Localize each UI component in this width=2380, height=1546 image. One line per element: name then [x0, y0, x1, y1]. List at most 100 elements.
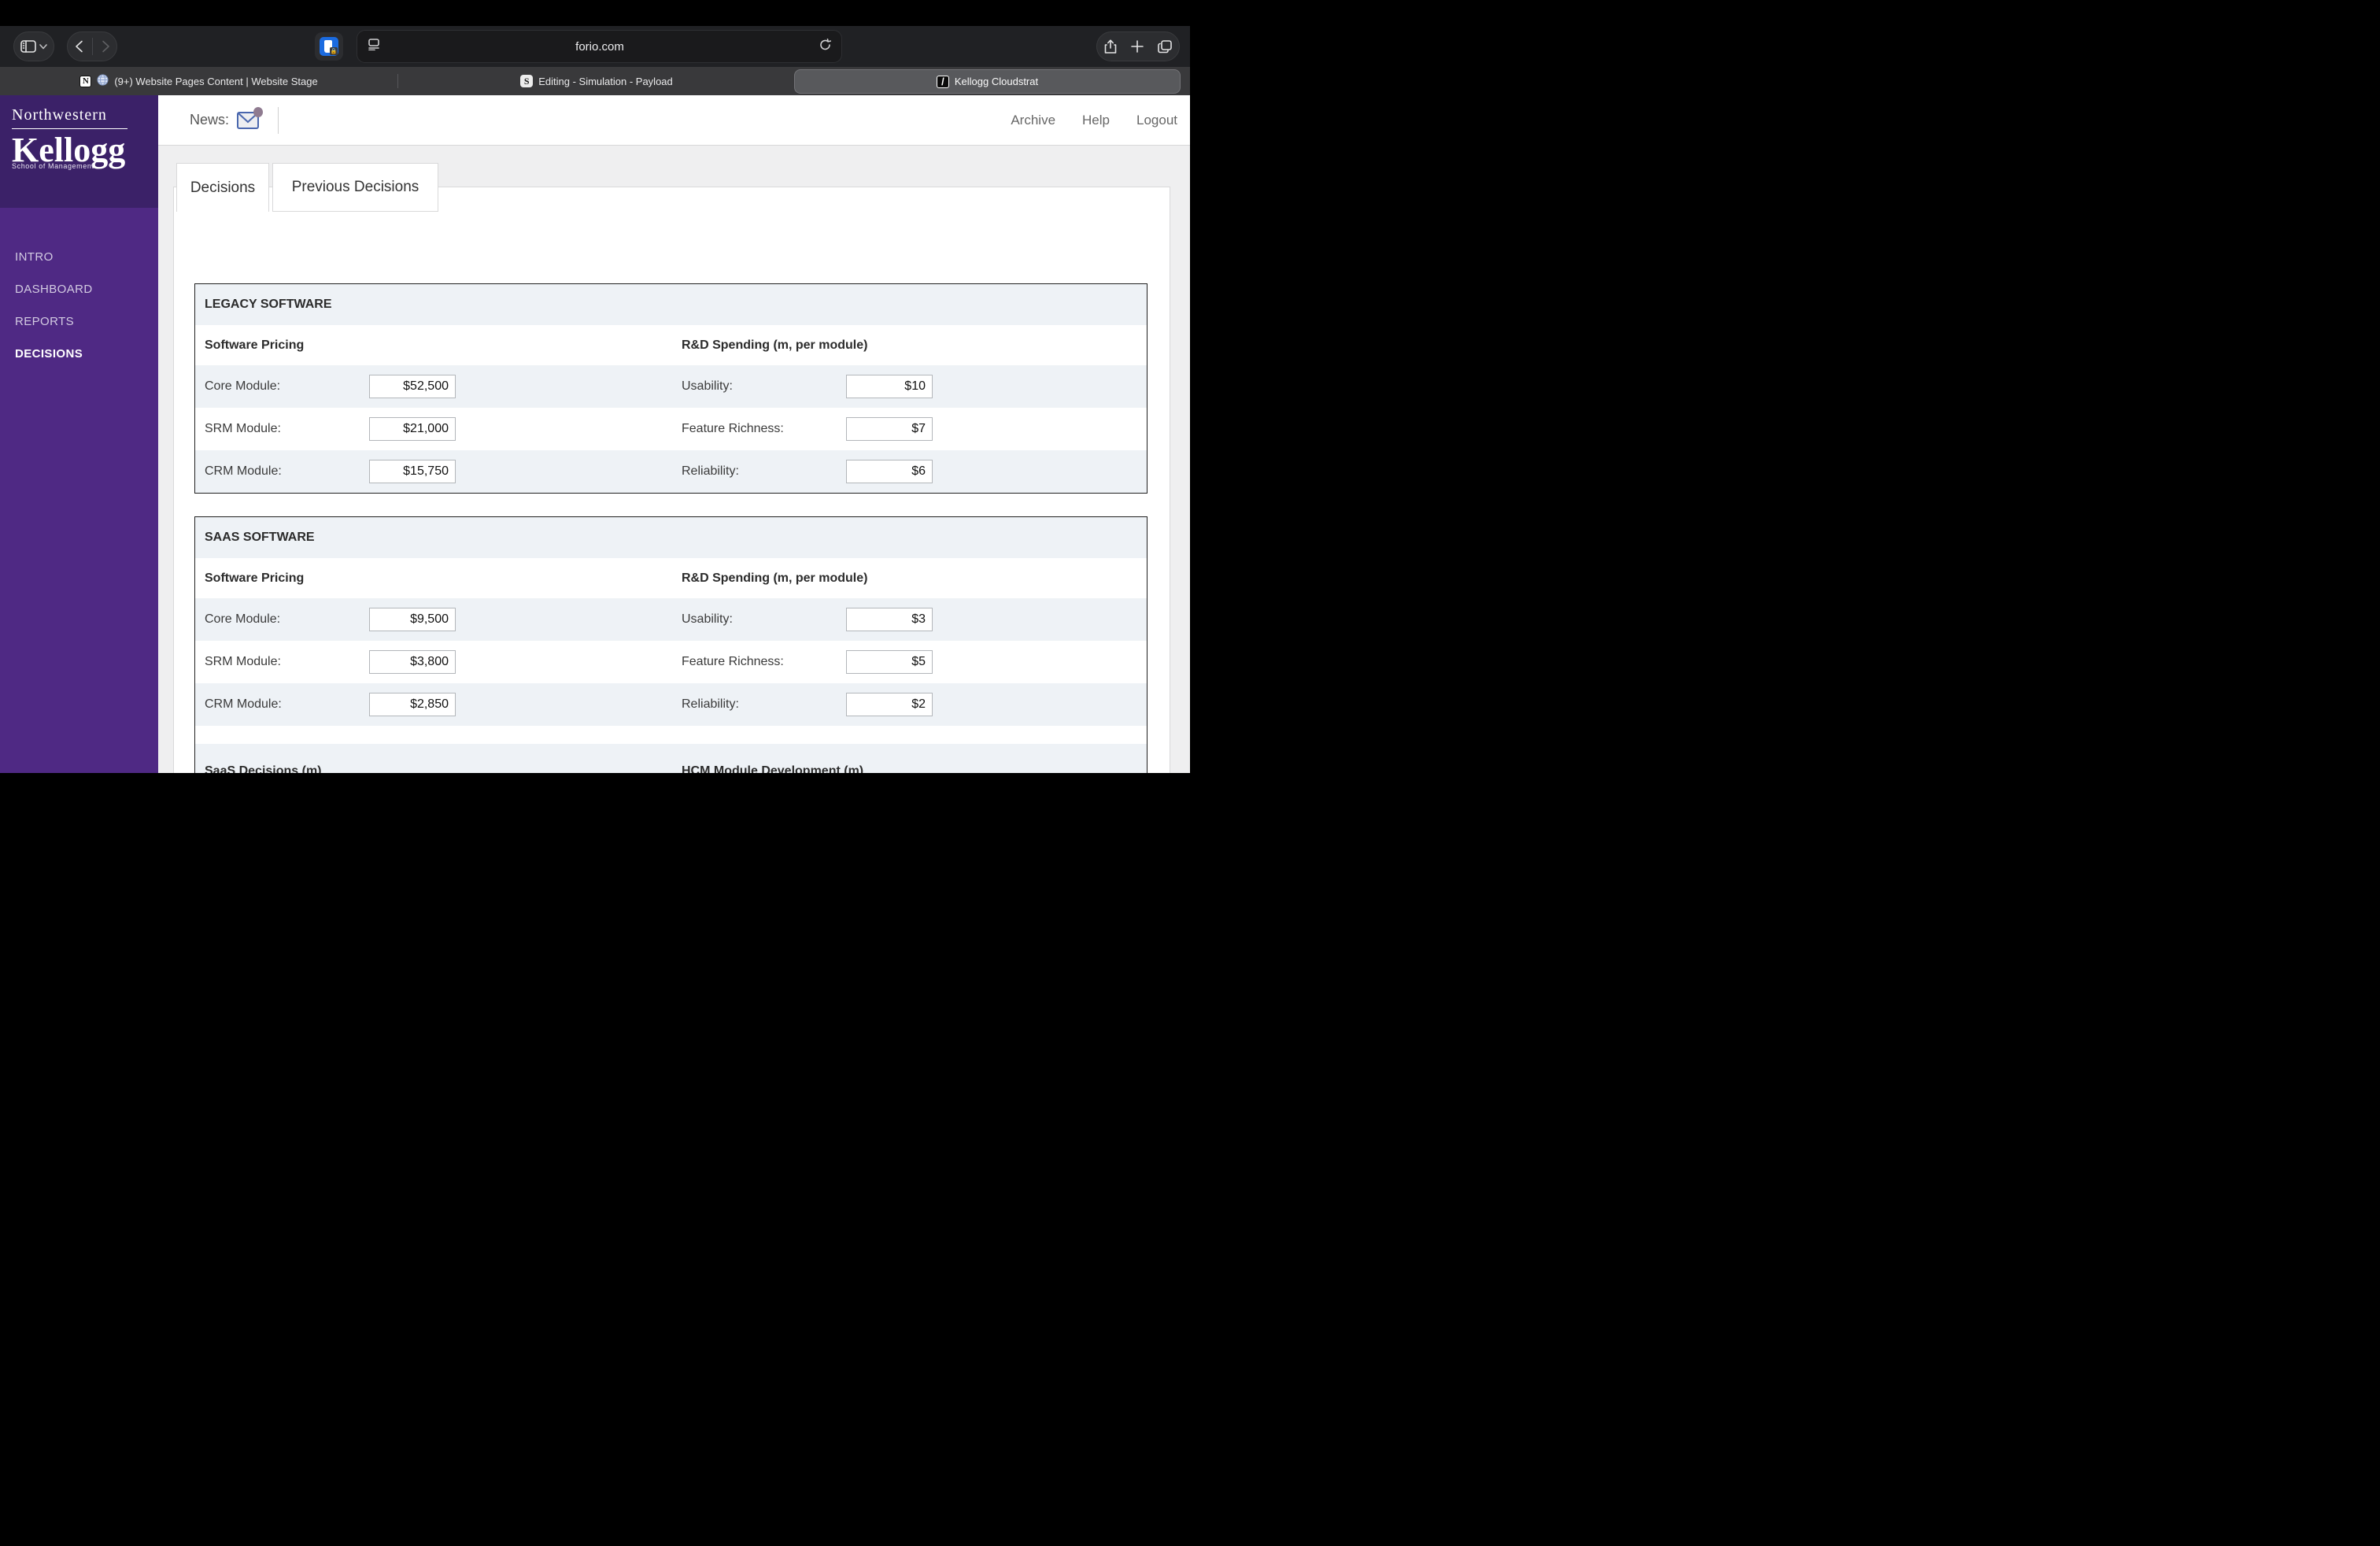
news-unread-badge	[253, 106, 264, 117]
reliability-label: Reliability:	[682, 697, 739, 711]
screen: 🔒 forio.com N	[0, 0, 1190, 773]
legacy-panel-title: LEGACY SOFTWARE	[195, 284, 1147, 325]
browser-tab-2[interactable]: S Editing - Simulation - Payload	[398, 67, 795, 95]
workspace: Decisions Previous Decisions LEGACY SOFT…	[158, 146, 1190, 773]
tab-overview-icon[interactable]	[1158, 39, 1172, 54]
forward-button[interactable]	[98, 40, 114, 53]
news-widget: News:	[190, 106, 264, 129]
saas-core-price-input[interactable]	[369, 608, 456, 631]
browser-tab-active-title: Kellogg Cloudstrat	[954, 76, 1039, 87]
notion-page-favicon: S	[520, 75, 534, 87]
sidebar-item-intro[interactable]: INTRO	[15, 250, 54, 264]
sidebar-toggle-button[interactable]	[13, 31, 54, 61]
browser-tab-1[interactable]: N (9+) Website Pages Content | Website S…	[0, 67, 397, 95]
saas-panel-title: SAAS SOFTWARE	[195, 517, 1147, 558]
sidebar-nav: INTRO DASHBOARD REPORTS DECISIONS	[0, 208, 158, 370]
usability-label: Usability:	[682, 379, 733, 393]
main-area: News: Archive Help Logout Decisions Prev…	[158, 95, 1190, 773]
sidebar: Northwestern Kellogg School of Managemen…	[0, 95, 158, 773]
kellogg-logo: Northwestern Kellogg School of Managemen…	[0, 95, 158, 208]
saas-right-header: R&D Spending (m, per module)	[682, 571, 868, 585]
legacy-core-price-input[interactable]	[369, 375, 456, 398]
decisions-card: LEGACY SOFTWARE Software Pricing R&D Spe…	[173, 187, 1170, 773]
saas-row-core: Core Module: Usability:	[195, 598, 1147, 641]
saas-row-crm: CRM Module: Reliability:	[195, 683, 1147, 726]
usability-label: Usability:	[682, 612, 733, 626]
sidebar-item-dashboard[interactable]: DASHBOARD	[15, 283, 93, 296]
header-divider	[278, 106, 279, 134]
logout-link[interactable]: Logout	[1136, 112, 1177, 128]
browser-tab-active[interactable]: / Kellogg Cloudstrat	[794, 69, 1181, 94]
nav-divider	[91, 38, 93, 55]
news-envelope-button[interactable]	[237, 106, 264, 129]
header-links: Archive Help Logout	[1011, 113, 1190, 128]
legacy-feature-richness-input[interactable]	[846, 417, 933, 441]
logo-kellogg: Kellogg	[12, 131, 126, 169]
tab-previous-decisions[interactable]: Previous Decisions	[272, 163, 438, 212]
reload-icon[interactable]	[819, 38, 831, 55]
tab-divider	[397, 74, 398, 88]
extension-button[interactable]: 🔒	[315, 32, 343, 61]
srm-module-label: SRM Module:	[205, 422, 281, 435]
sidebar-item-reports[interactable]: REPORTS	[15, 315, 75, 328]
logo-northwestern: Northwestern	[12, 106, 128, 129]
legacy-left-header: Software Pricing	[205, 338, 305, 352]
saas-gap-row	[195, 726, 1147, 744]
tab-decisions[interactable]: Decisions	[176, 163, 269, 212]
logo-school-of-management: School of Management	[12, 161, 94, 170]
browser-toolbar: 🔒 forio.com	[0, 26, 1190, 67]
saas-usability-input[interactable]	[846, 608, 933, 631]
core-module-label: Core Module:	[205, 612, 281, 626]
legacy-row-srm: SRM Module: Feature Richness:	[195, 408, 1147, 450]
globe-favicon	[97, 74, 109, 88]
sidebar-toggle-icon	[20, 40, 36, 53]
reliability-label: Reliability:	[682, 464, 739, 478]
legacy-row-core: Core Module: Usability:	[195, 365, 1147, 408]
news-label: News:	[190, 112, 230, 128]
saas-decisions-header: SaaS Decisions (m)	[205, 764, 322, 773]
back-button[interactable]	[71, 40, 87, 53]
legacy-subheader-row: Software Pricing R&D Spending (m, per mo…	[195, 325, 1147, 365]
legacy-crm-price-input[interactable]	[369, 460, 456, 483]
chevron-down-icon	[39, 43, 47, 50]
legacy-right-header: R&D Spending (m, per module)	[682, 338, 868, 352]
archive-link[interactable]: Archive	[1011, 112, 1056, 128]
feature-richness-label: Feature Richness:	[682, 655, 784, 668]
hcm-module-development-header: HCM Module Development (m)	[682, 764, 864, 773]
envelope-icon	[237, 111, 260, 129]
page-settings-icon[interactable]	[368, 39, 380, 54]
saas-row-srm: SRM Module: Feature Richness:	[195, 641, 1147, 683]
share-icon[interactable]	[1104, 39, 1117, 54]
browser-tab-1-title: (9+) Website Pages Content | Website Sta…	[114, 75, 318, 87]
saas-left-header: Software Pricing	[205, 571, 305, 585]
saas-footer-row: SaaS Decisions (m) HCM Module Developmen…	[195, 744, 1147, 773]
saas-srm-price-input[interactable]	[369, 650, 456, 674]
address-bar[interactable]: forio.com	[357, 30, 842, 63]
saas-feature-richness-input[interactable]	[846, 650, 933, 674]
history-nav-group	[67, 31, 117, 61]
toolbar-right-group	[1096, 31, 1180, 61]
legacy-usability-input[interactable]	[846, 375, 933, 398]
srm-module-label: SRM Module:	[205, 655, 281, 668]
saas-crm-price-input[interactable]	[369, 693, 456, 716]
menu-bar	[0, 0, 1190, 26]
sidebar-item-decisions[interactable]: DECISIONS	[15, 347, 83, 361]
browser-tab-2-title: Editing - Simulation - Payload	[538, 75, 673, 87]
crm-module-label: CRM Module:	[205, 697, 282, 711]
password-extension-icon: 🔒	[320, 37, 338, 56]
saas-software-panel: SAAS SOFTWARE Software Pricing R&D Spend…	[194, 516, 1148, 773]
core-module-label: Core Module:	[205, 379, 281, 393]
crm-module-label: CRM Module:	[205, 464, 282, 478]
notion-favicon: N	[79, 75, 92, 87]
saas-reliability-input[interactable]	[846, 693, 933, 716]
new-tab-icon[interactable]	[1131, 40, 1144, 53]
slash-favicon: /	[936, 75, 949, 88]
browser-tab-strip: N (9+) Website Pages Content | Website S…	[0, 67, 1190, 95]
legacy-row-crm: CRM Module: Reliability:	[195, 450, 1147, 493]
legacy-reliability-input[interactable]	[846, 460, 933, 483]
legacy-srm-price-input[interactable]	[369, 417, 456, 441]
app-header: News: Archive Help Logout	[158, 95, 1190, 146]
help-link[interactable]: Help	[1082, 112, 1110, 128]
url-text: forio.com	[575, 39, 624, 54]
feature-richness-label: Feature Richness:	[682, 422, 784, 435]
